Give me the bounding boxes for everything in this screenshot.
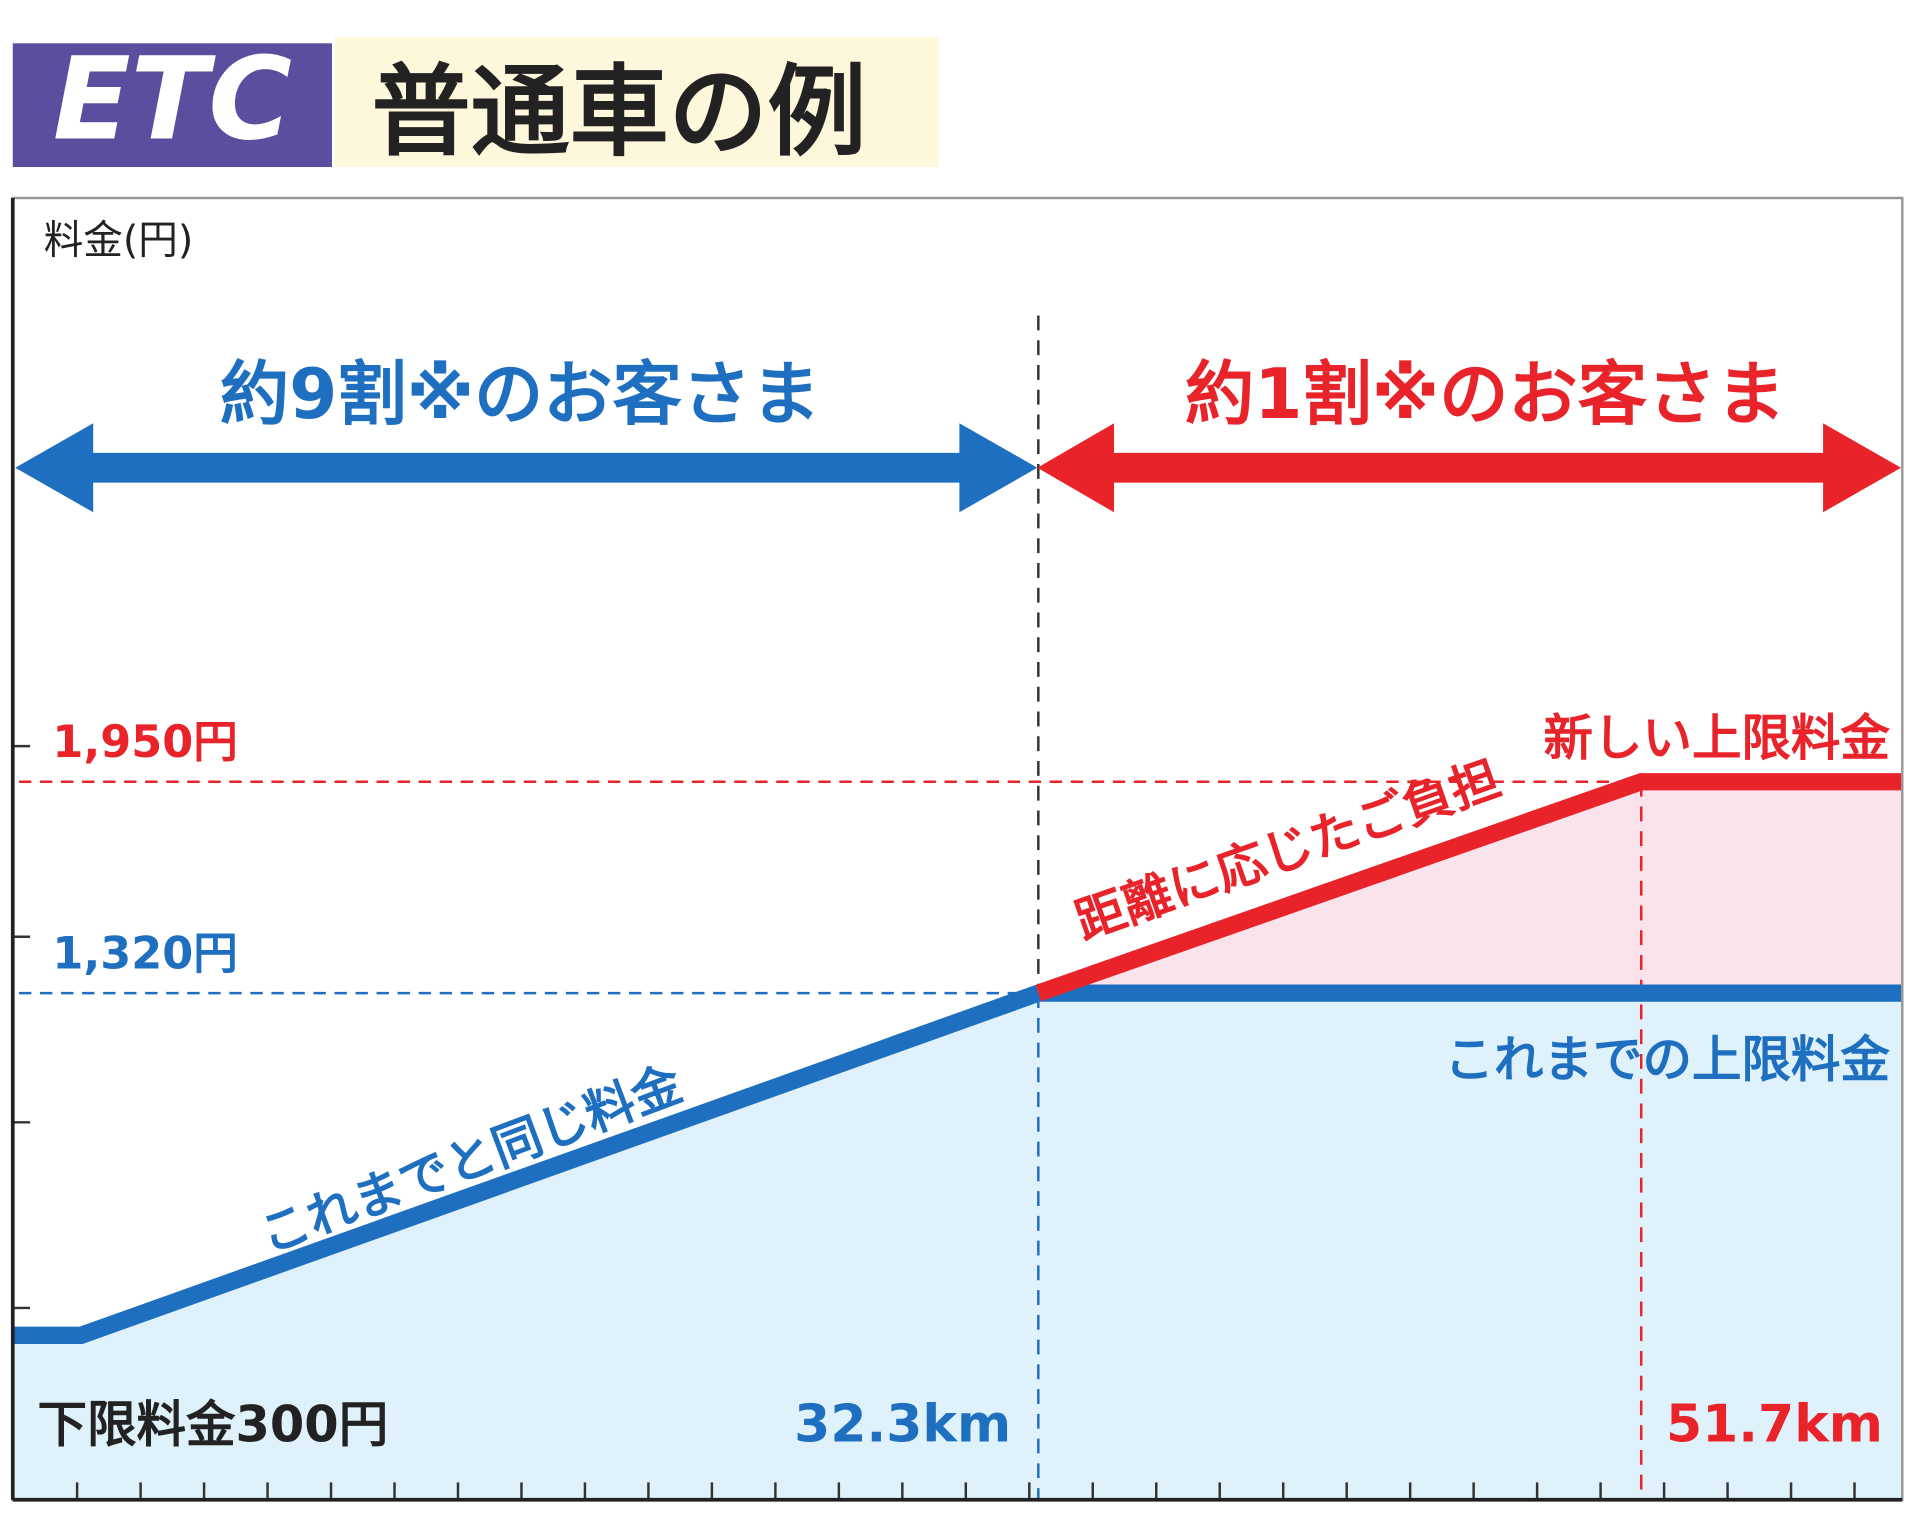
range-arrow: [15, 423, 1038, 513]
logo: ETC: [53, 33, 292, 166]
y-tick-label: 1,950円: [52, 716, 237, 768]
x-tick-label: 32.3km: [794, 1395, 1011, 1455]
area: [1038, 781, 1903, 994]
y-tick-label: 1,320円: [52, 927, 237, 979]
line: [1035, 773, 1903, 1002]
range-arrow: [1037, 423, 1902, 513]
x-tick-label: 51.7km: [1666, 1395, 1883, 1455]
title-box: [334, 37, 939, 168]
group-label: 約9割※のお客さま: [220, 355, 821, 435]
logo-box: [12, 43, 333, 168]
floor-label: 下限料金300円: [38, 1396, 389, 1454]
line: [12, 984, 1903, 1344]
group-label: 約1割※のお客さま: [1185, 355, 1786, 435]
line-label: これまでの上限料金: [1445, 1031, 1891, 1089]
y-axis-label: 料金(円): [44, 218, 194, 264]
line-label: 新しい上限料金: [1543, 709, 1890, 767]
area: [12, 993, 1903, 1500]
title: 普通車の例: [372, 55, 867, 170]
